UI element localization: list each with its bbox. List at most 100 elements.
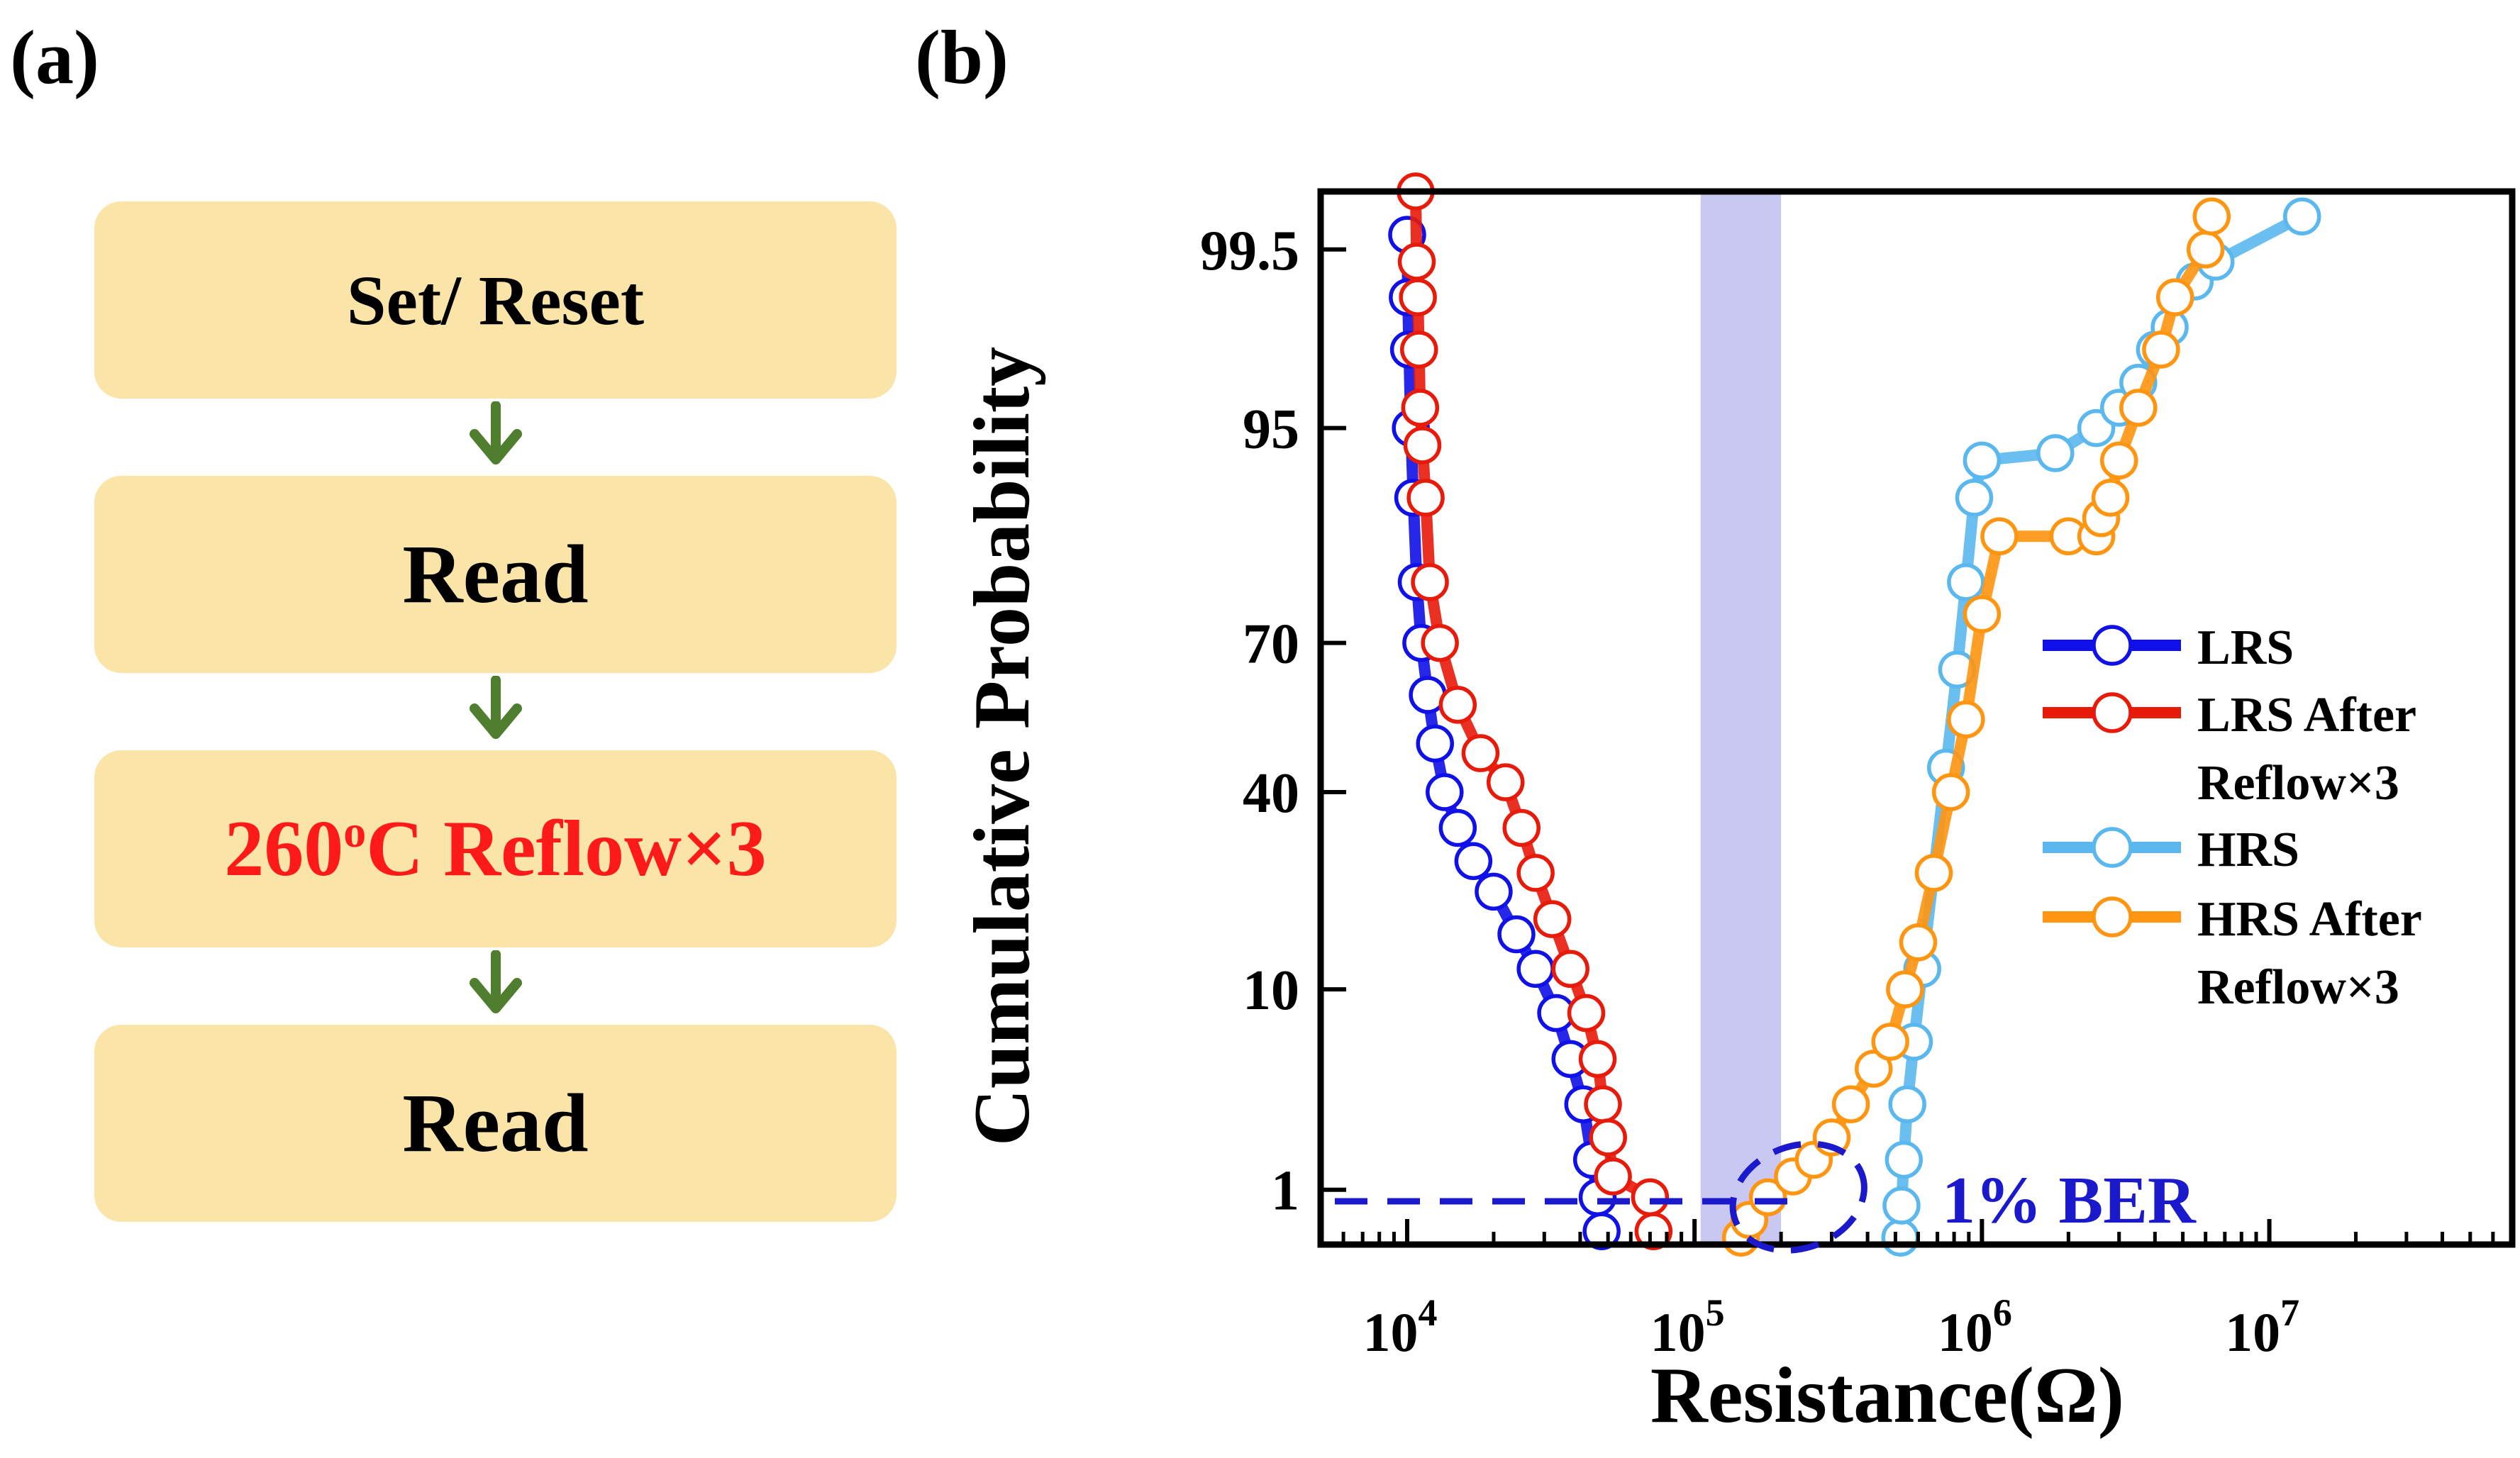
- legend-entry-2: HRS: [2043, 823, 2299, 877]
- data-point: [1589, 1118, 1627, 1157]
- legend-entry-0: LRS: [2043, 621, 2294, 675]
- data-point: [1516, 854, 1555, 892]
- reflow-temp: 260: [224, 804, 344, 893]
- data-point: [1421, 623, 1459, 662]
- data-point: [1399, 330, 1438, 369]
- data-point: [1854, 1050, 1893, 1088]
- x-tick-exp: 7: [2280, 1291, 2299, 1334]
- data-point: [1533, 900, 1572, 938]
- down-arrow-icon: [470, 676, 522, 739]
- x-tick-label: 104: [1362, 1291, 1437, 1363]
- data-point: [2186, 230, 2225, 269]
- data-point: [1886, 970, 1924, 1008]
- annotation-layer: 1% BER: [1335, 1140, 2197, 1254]
- data-point: [1980, 517, 2019, 556]
- x-tick-label: 106: [1938, 1291, 2012, 1363]
- data-point: [1885, 1140, 1924, 1179]
- y-tick-label: 40: [1243, 762, 1299, 825]
- data-point: [1881, 1218, 1920, 1257]
- data-point: [1516, 950, 1555, 989]
- legend-marker: [2092, 896, 2133, 937]
- x-tick-label: 107: [2225, 1291, 2299, 1363]
- legend-label: HRS: [2197, 823, 2299, 877]
- data-point: [1899, 923, 1938, 962]
- legend-label: LRS: [2197, 621, 2294, 675]
- data-point: [1594, 1157, 1632, 1196]
- data-point: [1963, 595, 2002, 633]
- data-point: [1403, 426, 1442, 464]
- data-point: [2155, 278, 2194, 317]
- data-point: [1454, 842, 1493, 880]
- series-3: [1721, 197, 2231, 1257]
- step-read-1: Read: [94, 476, 897, 673]
- data-point: [1831, 1085, 1870, 1123]
- series-1: [1397, 172, 1673, 1250]
- legend-entry-3: HRS After Reflow×3: [2043, 892, 2422, 1015]
- data-point: [1486, 763, 1525, 801]
- data-point: [1947, 563, 1985, 601]
- data-point: [2119, 389, 2158, 427]
- y-tick-label: 95: [1243, 399, 1299, 461]
- data-point: [1401, 389, 1440, 427]
- legend-marker: [2092, 625, 2133, 666]
- x-tick-exp: 6: [1993, 1291, 2012, 1334]
- x-tick-exp: 5: [1706, 1291, 1725, 1334]
- data-point: [1426, 773, 1464, 811]
- data-point: [1502, 808, 1541, 847]
- y-tick-label: 10: [1243, 959, 1299, 1022]
- step-read-2: Read: [94, 1025, 897, 1222]
- down-arrow-icon: [470, 950, 522, 1013]
- legend-label: LRS After: [2197, 688, 2416, 742]
- ber-annotation-label: 1% BER: [1942, 1164, 2197, 1237]
- data-point: [1438, 808, 1477, 847]
- data-point: [1955, 479, 1994, 517]
- data-point: [1584, 1085, 1622, 1123]
- step-text: Read: [402, 528, 589, 621]
- y-tick-label: 1: [1271, 1160, 1299, 1223]
- legend: LRS LRS After Reflow×3 HRS HRS After Reflow×3: [2043, 621, 2422, 1015]
- data-point: [2091, 479, 2130, 517]
- reflow-rest: C Reflow×3: [366, 804, 767, 893]
- shaded-band-layer: [1700, 191, 1782, 1245]
- legend-label-line2: Reflow×3: [2197, 960, 2399, 1015]
- x-axis-label: Resistance(Ω): [1650, 1352, 2124, 1440]
- data-point: [2036, 434, 2075, 472]
- data-point: [2099, 441, 2138, 480]
- y-tick-label: 99.5: [1200, 220, 1299, 282]
- y-axis-label: Cumulative Probability: [958, 347, 1046, 1146]
- data-point: [1882, 1186, 1921, 1225]
- data-point: [1551, 950, 1589, 989]
- data-point: [1947, 700, 1985, 739]
- legend-marker: [2092, 692, 2133, 733]
- data-point: [1461, 734, 1500, 772]
- down-arrow-icon: [470, 401, 522, 464]
- legend-marker: [2092, 827, 2133, 868]
- ber-ellipse: [1729, 1140, 1867, 1254]
- x-tick-base: 10: [1650, 1301, 1706, 1363]
- data-point: [1963, 441, 2002, 480]
- data-point: [1578, 1040, 1617, 1079]
- panel-b-label: (b): [915, 16, 1009, 100]
- legend-label-line2: Reflow×3: [2197, 756, 2399, 811]
- series-layer: [1388, 172, 2321, 1257]
- data-point: [2192, 197, 2231, 236]
- x-tick-exp: 4: [1418, 1291, 1437, 1334]
- step-text: Read: [402, 1076, 589, 1169]
- data-point: [1567, 994, 1606, 1033]
- x-tick-label: 105: [1650, 1291, 1725, 1363]
- data-point: [2282, 197, 2321, 236]
- x-tick-base: 10: [1362, 1301, 1418, 1363]
- degree-sup: o: [343, 806, 367, 857]
- legend-label: HRS After: [2197, 892, 2422, 947]
- data-point: [1497, 915, 1536, 954]
- data-point: [1582, 1212, 1621, 1250]
- x-tick-base: 10: [2225, 1301, 2280, 1363]
- data-point: [1914, 854, 1953, 892]
- data-point: [1631, 1178, 1670, 1217]
- data-point: [1411, 563, 1449, 601]
- step-text: Set/ Reset: [346, 260, 645, 340]
- data-point: [1399, 278, 1437, 317]
- y-tick-label: 70: [1243, 613, 1299, 676]
